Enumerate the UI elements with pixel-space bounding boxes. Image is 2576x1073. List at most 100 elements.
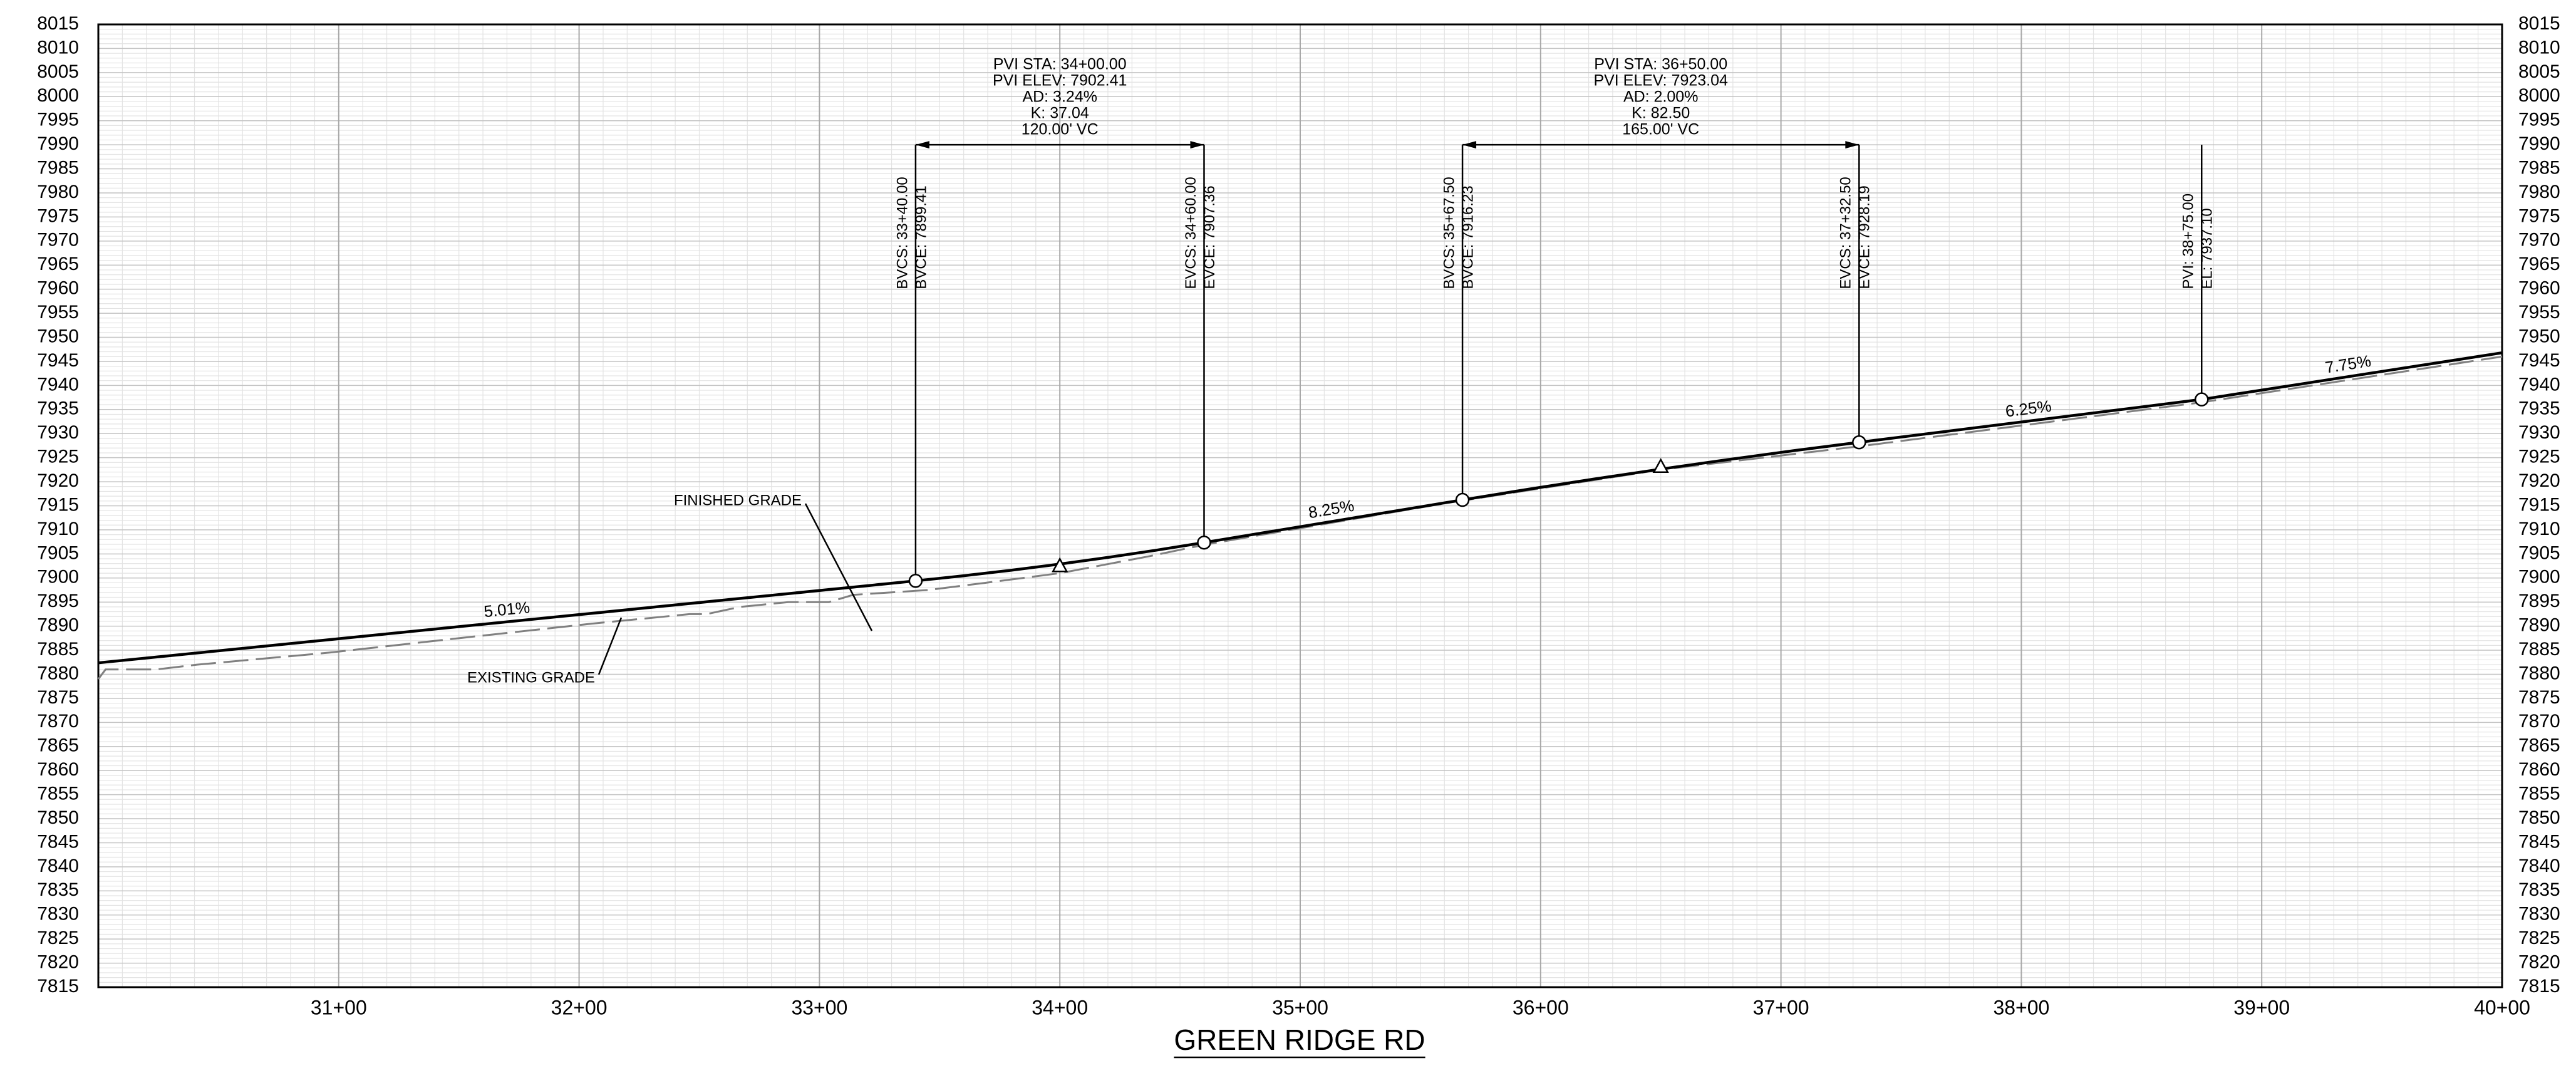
grade-label: 5.01% <box>483 598 530 621</box>
y-tick-label-right: 7870 <box>2518 711 2560 732</box>
y-tick-label-right: 7915 <box>2518 494 2560 515</box>
y-tick-label-right: 7940 <box>2518 374 2560 395</box>
y-tick-label: 7980 <box>37 182 79 202</box>
station-marker <box>1455 492 1470 507</box>
y-tick-label-right: 8010 <box>2518 37 2560 58</box>
y-tick-label: 7855 <box>37 784 79 804</box>
y-tick-label: 7890 <box>37 615 79 636</box>
station-label: EVCE: 7907.36 <box>1201 185 1218 289</box>
curve-info: PVI ELEV: 7902.41 <box>993 72 1127 90</box>
y-tick-label: 7905 <box>37 542 79 563</box>
curve-info: PVI STA: 36+50.00 <box>1594 56 1727 73</box>
y-tick-label: 7960 <box>37 278 79 299</box>
y-tick-label-right: 7890 <box>2518 615 2560 636</box>
dimension-arrow <box>1190 141 1204 149</box>
curve-info: AD: 2.00% <box>1623 88 1699 106</box>
y-tick-label-right: 7970 <box>2518 230 2560 251</box>
y-tick-label: 7865 <box>37 735 79 756</box>
curve-info: 165.00' VC <box>1622 121 1699 138</box>
y-tick-label: 7975 <box>37 205 79 226</box>
dimension-arrow <box>915 141 929 149</box>
y-tick-label-right: 8000 <box>2518 85 2560 106</box>
station-marker <box>1197 535 1211 550</box>
x-tick-label: 31+00 <box>311 996 367 1019</box>
station-label: EVCS: 37+32.50 <box>1838 177 1854 289</box>
y-tick-label-right: 7935 <box>2518 398 2560 419</box>
y-tick-label: 7910 <box>37 519 79 539</box>
y-tick-label-right: 7815 <box>2518 976 2560 997</box>
y-tick-label: 8005 <box>37 61 79 82</box>
curve-info: PVI ELEV: 7923.04 <box>1593 72 1728 90</box>
y-tick-label: 7930 <box>37 422 79 443</box>
y-tick-label-right: 7880 <box>2518 663 2560 683</box>
y-tick-label-right: 8015 <box>2518 13 2560 34</box>
y-tick-label: 7845 <box>37 831 79 852</box>
curve-info: K: 37.04 <box>1031 105 1089 122</box>
y-tick-label: 7955 <box>37 302 79 323</box>
x-tick-label: 35+00 <box>1272 996 1328 1019</box>
y-tick-label-right: 7960 <box>2518 278 2560 299</box>
y-tick-label: 7985 <box>37 157 79 178</box>
y-tick-label-right: 7825 <box>2518 928 2560 948</box>
y-tick-label: 7990 <box>37 133 79 154</box>
y-tick-label-right: 7905 <box>2518 542 2560 563</box>
y-tick-label-right: 7900 <box>2518 567 2560 588</box>
y-tick-label-right: 7920 <box>2518 470 2560 491</box>
y-tick-label: 7860 <box>37 759 79 780</box>
y-tick-label: 7920 <box>37 470 79 491</box>
station-label: BVCS: 35+67.50 <box>1441 177 1457 289</box>
y-tick-label-right: 7895 <box>2518 591 2560 611</box>
y-tick-label-right: 7930 <box>2518 422 2560 443</box>
curve-info: AD: 3.24% <box>1022 88 1097 106</box>
y-tick-label: 7945 <box>37 350 79 371</box>
station-label: PVI: 38+75.00 <box>2180 194 2197 289</box>
x-tick-label: 39+00 <box>2233 996 2290 1019</box>
y-tick-label: 8010 <box>37 37 79 58</box>
station-marker <box>1852 435 1866 450</box>
y-tick-label-right: 7865 <box>2518 735 2560 756</box>
y-tick-label: 7900 <box>37 567 79 588</box>
leader-line <box>804 503 873 631</box>
y-tick-label: 7835 <box>37 879 79 900</box>
y-tick-label-right: 7850 <box>2518 807 2560 828</box>
y-tick-label: 7825 <box>37 928 79 948</box>
y-tick-label-right: 7945 <box>2518 350 2560 371</box>
dimension-arrow <box>1845 141 1860 149</box>
y-tick-label-right: 7985 <box>2518 157 2560 178</box>
station-label: EL: 7937.10 <box>2199 208 2216 289</box>
x-tick-label: 38+00 <box>1993 996 2049 1019</box>
y-tick-label: 7840 <box>37 856 79 876</box>
y-tick-label: 7925 <box>37 447 79 467</box>
x-tick-label: 36+00 <box>1513 996 1569 1019</box>
y-tick-label: 7870 <box>37 711 79 732</box>
y-tick-label: 7880 <box>37 663 79 683</box>
y-tick-label-right: 7885 <box>2518 639 2560 660</box>
y-tick-label: 7885 <box>37 639 79 660</box>
y-tick-label: 7940 <box>37 374 79 395</box>
y-tick-label-right: 7840 <box>2518 856 2560 876</box>
y-tick-label: 7815 <box>37 976 79 997</box>
y-tick-label: 7895 <box>37 591 79 611</box>
leader-line <box>597 617 623 675</box>
title: GREEN RIDGE RD <box>1174 1024 1425 1056</box>
y-tick-label-right: 7875 <box>2518 687 2560 708</box>
y-tick-label-right: 7855 <box>2518 784 2560 804</box>
x-tick-label: 32+00 <box>551 996 608 1019</box>
y-tick-label: 7935 <box>37 398 79 419</box>
y-tick-label-right: 7950 <box>2518 326 2560 346</box>
station-label: EVCS: 34+60.00 <box>1182 177 1199 289</box>
y-tick-label: 7830 <box>37 904 79 925</box>
y-tick-label: 7995 <box>37 110 79 130</box>
curve-info: K: 82.50 <box>1632 105 1690 122</box>
station-label: EVCE: 7928.19 <box>1856 185 1873 289</box>
y-tick-label-right: 7965 <box>2518 254 2560 274</box>
curve-info: 120.00' VC <box>1022 121 1099 138</box>
y-tick-label: 7820 <box>37 951 79 972</box>
y-tick-label: 7965 <box>37 254 79 274</box>
y-tick-label: 7915 <box>37 494 79 515</box>
pvi-marker <box>1652 458 1669 473</box>
y-tick-label-right: 7990 <box>2518 133 2560 154</box>
y-tick-label-right: 7995 <box>2518 110 2560 130</box>
existing-grade-label: EXISTING GRADE <box>467 669 595 686</box>
